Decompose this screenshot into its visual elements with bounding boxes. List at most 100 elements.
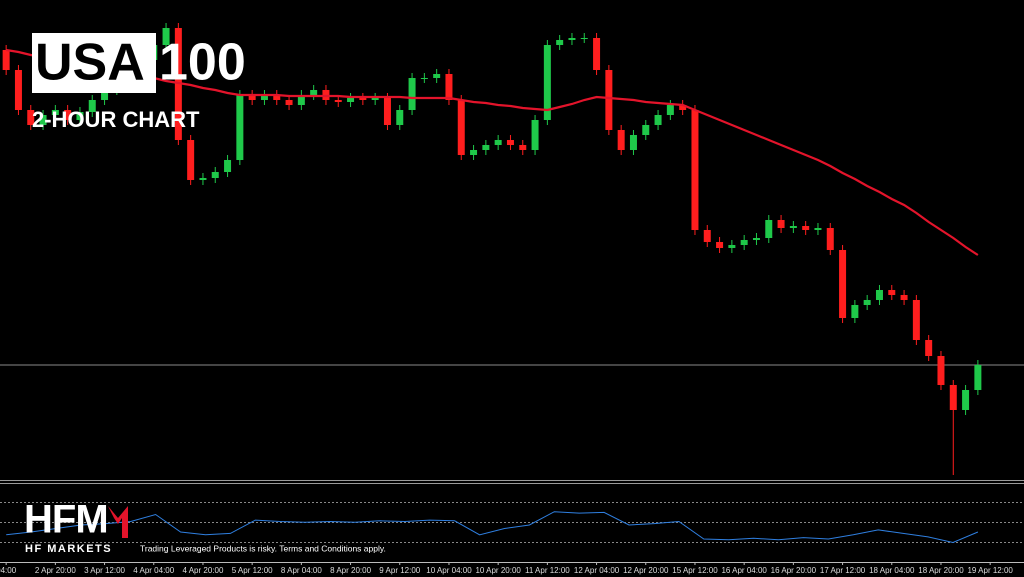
candle-body [347, 98, 355, 102]
candle-body [88, 100, 96, 112]
candle-body [273, 95, 281, 100]
candle-body [949, 385, 957, 410]
candle-body [199, 178, 207, 180]
x-tick-label: 5 Apr 12:00 [232, 566, 273, 575]
moving-average [6, 48, 979, 256]
candle-body [187, 140, 195, 180]
candle-body [617, 130, 625, 150]
title-box-text: USA [35, 34, 145, 92]
candle-body [703, 230, 711, 242]
candle-body [642, 125, 650, 135]
x-tick-label: 18 Apr 20:00 [918, 566, 964, 575]
candle-body [629, 135, 637, 150]
candle-body [359, 98, 367, 100]
candle-body [937, 356, 945, 385]
x-tick-label: 3 Apr 12:00 [84, 566, 125, 575]
candle-body [297, 95, 305, 105]
x-tick-label: 12 Apr 20:00 [623, 566, 669, 575]
candle-body [27, 110, 35, 125]
candle-body [925, 340, 933, 356]
x-tick-label: 04:00 [0, 566, 17, 575]
candle-body [888, 290, 896, 295]
candle-body [396, 110, 404, 125]
candle-body [310, 90, 318, 95]
candle-body [851, 305, 859, 318]
candle-body [383, 98, 391, 125]
brand-name: HF MARKETS [25, 543, 112, 555]
candle-body [445, 74, 453, 100]
candle-body [76, 112, 84, 120]
x-tick-label: 8 Apr 04:00 [281, 566, 322, 575]
title-box [32, 33, 156, 93]
candle-body [765, 220, 773, 238]
candle-body [162, 28, 170, 45]
candle-body [912, 300, 920, 340]
candle-body [740, 240, 748, 245]
candle-body [593, 38, 601, 70]
x-tick-label: 16 Apr 20:00 [771, 566, 817, 575]
candle-body [2, 50, 10, 70]
x-tick-label: 10 Apr 04:00 [426, 566, 472, 575]
x-tick-label: 18 Apr 04:00 [869, 566, 915, 575]
candle-body [211, 172, 219, 178]
brand-accent [108, 506, 128, 538]
candle-body [900, 295, 908, 300]
candle-body [543, 45, 551, 120]
candle-body [494, 140, 502, 145]
candle-body [285, 100, 293, 105]
x-tick-label: 11 Apr 12:00 [525, 566, 570, 575]
candle-body [962, 390, 970, 410]
candle-body [39, 115, 47, 125]
subtitle: 2-HOUR CHART [32, 107, 200, 132]
candle-body [236, 95, 244, 160]
candle-body [371, 98, 379, 100]
candle-body [839, 250, 847, 318]
candle-body [531, 120, 539, 150]
x-tick-label: 8 Apr 20:00 [330, 566, 371, 575]
candle-body [260, 95, 268, 100]
x-tick-label: 2 Apr 20:00 [35, 566, 76, 575]
candle-body [433, 74, 441, 78]
candle-body [248, 95, 256, 100]
x-tick-label: 4 Apr 04:00 [133, 566, 174, 575]
candle-body [457, 100, 465, 155]
candle-body [974, 365, 982, 390]
title-rest: 100 [159, 34, 246, 92]
candle-body [863, 300, 871, 305]
candle-body [224, 160, 232, 172]
disclaimer: Trading Leveraged Products is risky. Ter… [140, 543, 386, 553]
x-tick-label: 16 Apr 04:00 [721, 566, 767, 575]
candle-body [101, 90, 109, 100]
plot-area [0, 23, 1024, 475]
candle-body [580, 38, 588, 39]
candle-body [556, 40, 564, 45]
candle-body [408, 78, 416, 110]
candle-body [334, 100, 342, 102]
candle-body [14, 70, 22, 110]
candle-body [420, 78, 428, 79]
candle-body [64, 110, 72, 120]
candle-body [691, 110, 699, 230]
candle-body [470, 150, 478, 155]
x-axis-labels: 04:00 2 Apr 20:00 3 Apr 12:00 4 Apr 04:00 4 … [0, 562, 1013, 575]
candle-body [568, 38, 576, 40]
candle-body [814, 228, 822, 230]
candle-body [752, 238, 760, 240]
brand-logo: HFM [24, 498, 108, 542]
x-tick-label: 10 Apr 20:00 [475, 566, 521, 575]
candle-body [679, 105, 687, 110]
x-tick-label: 19 Apr 12:00 [967, 566, 1013, 575]
candle-body [506, 140, 514, 145]
candle-body [666, 105, 674, 115]
x-tick-label: 4 Apr 20:00 [182, 566, 223, 575]
candle-body [802, 226, 810, 230]
candle-body [482, 145, 490, 150]
x-tick-label: 15 Apr 12:00 [672, 566, 718, 575]
indicator-panel [6, 511, 979, 544]
candle-body [51, 110, 59, 115]
candle-body [789, 226, 797, 228]
indicator-line [6, 511, 979, 544]
x-tick-label: 9 Apr 12:00 [379, 566, 420, 575]
